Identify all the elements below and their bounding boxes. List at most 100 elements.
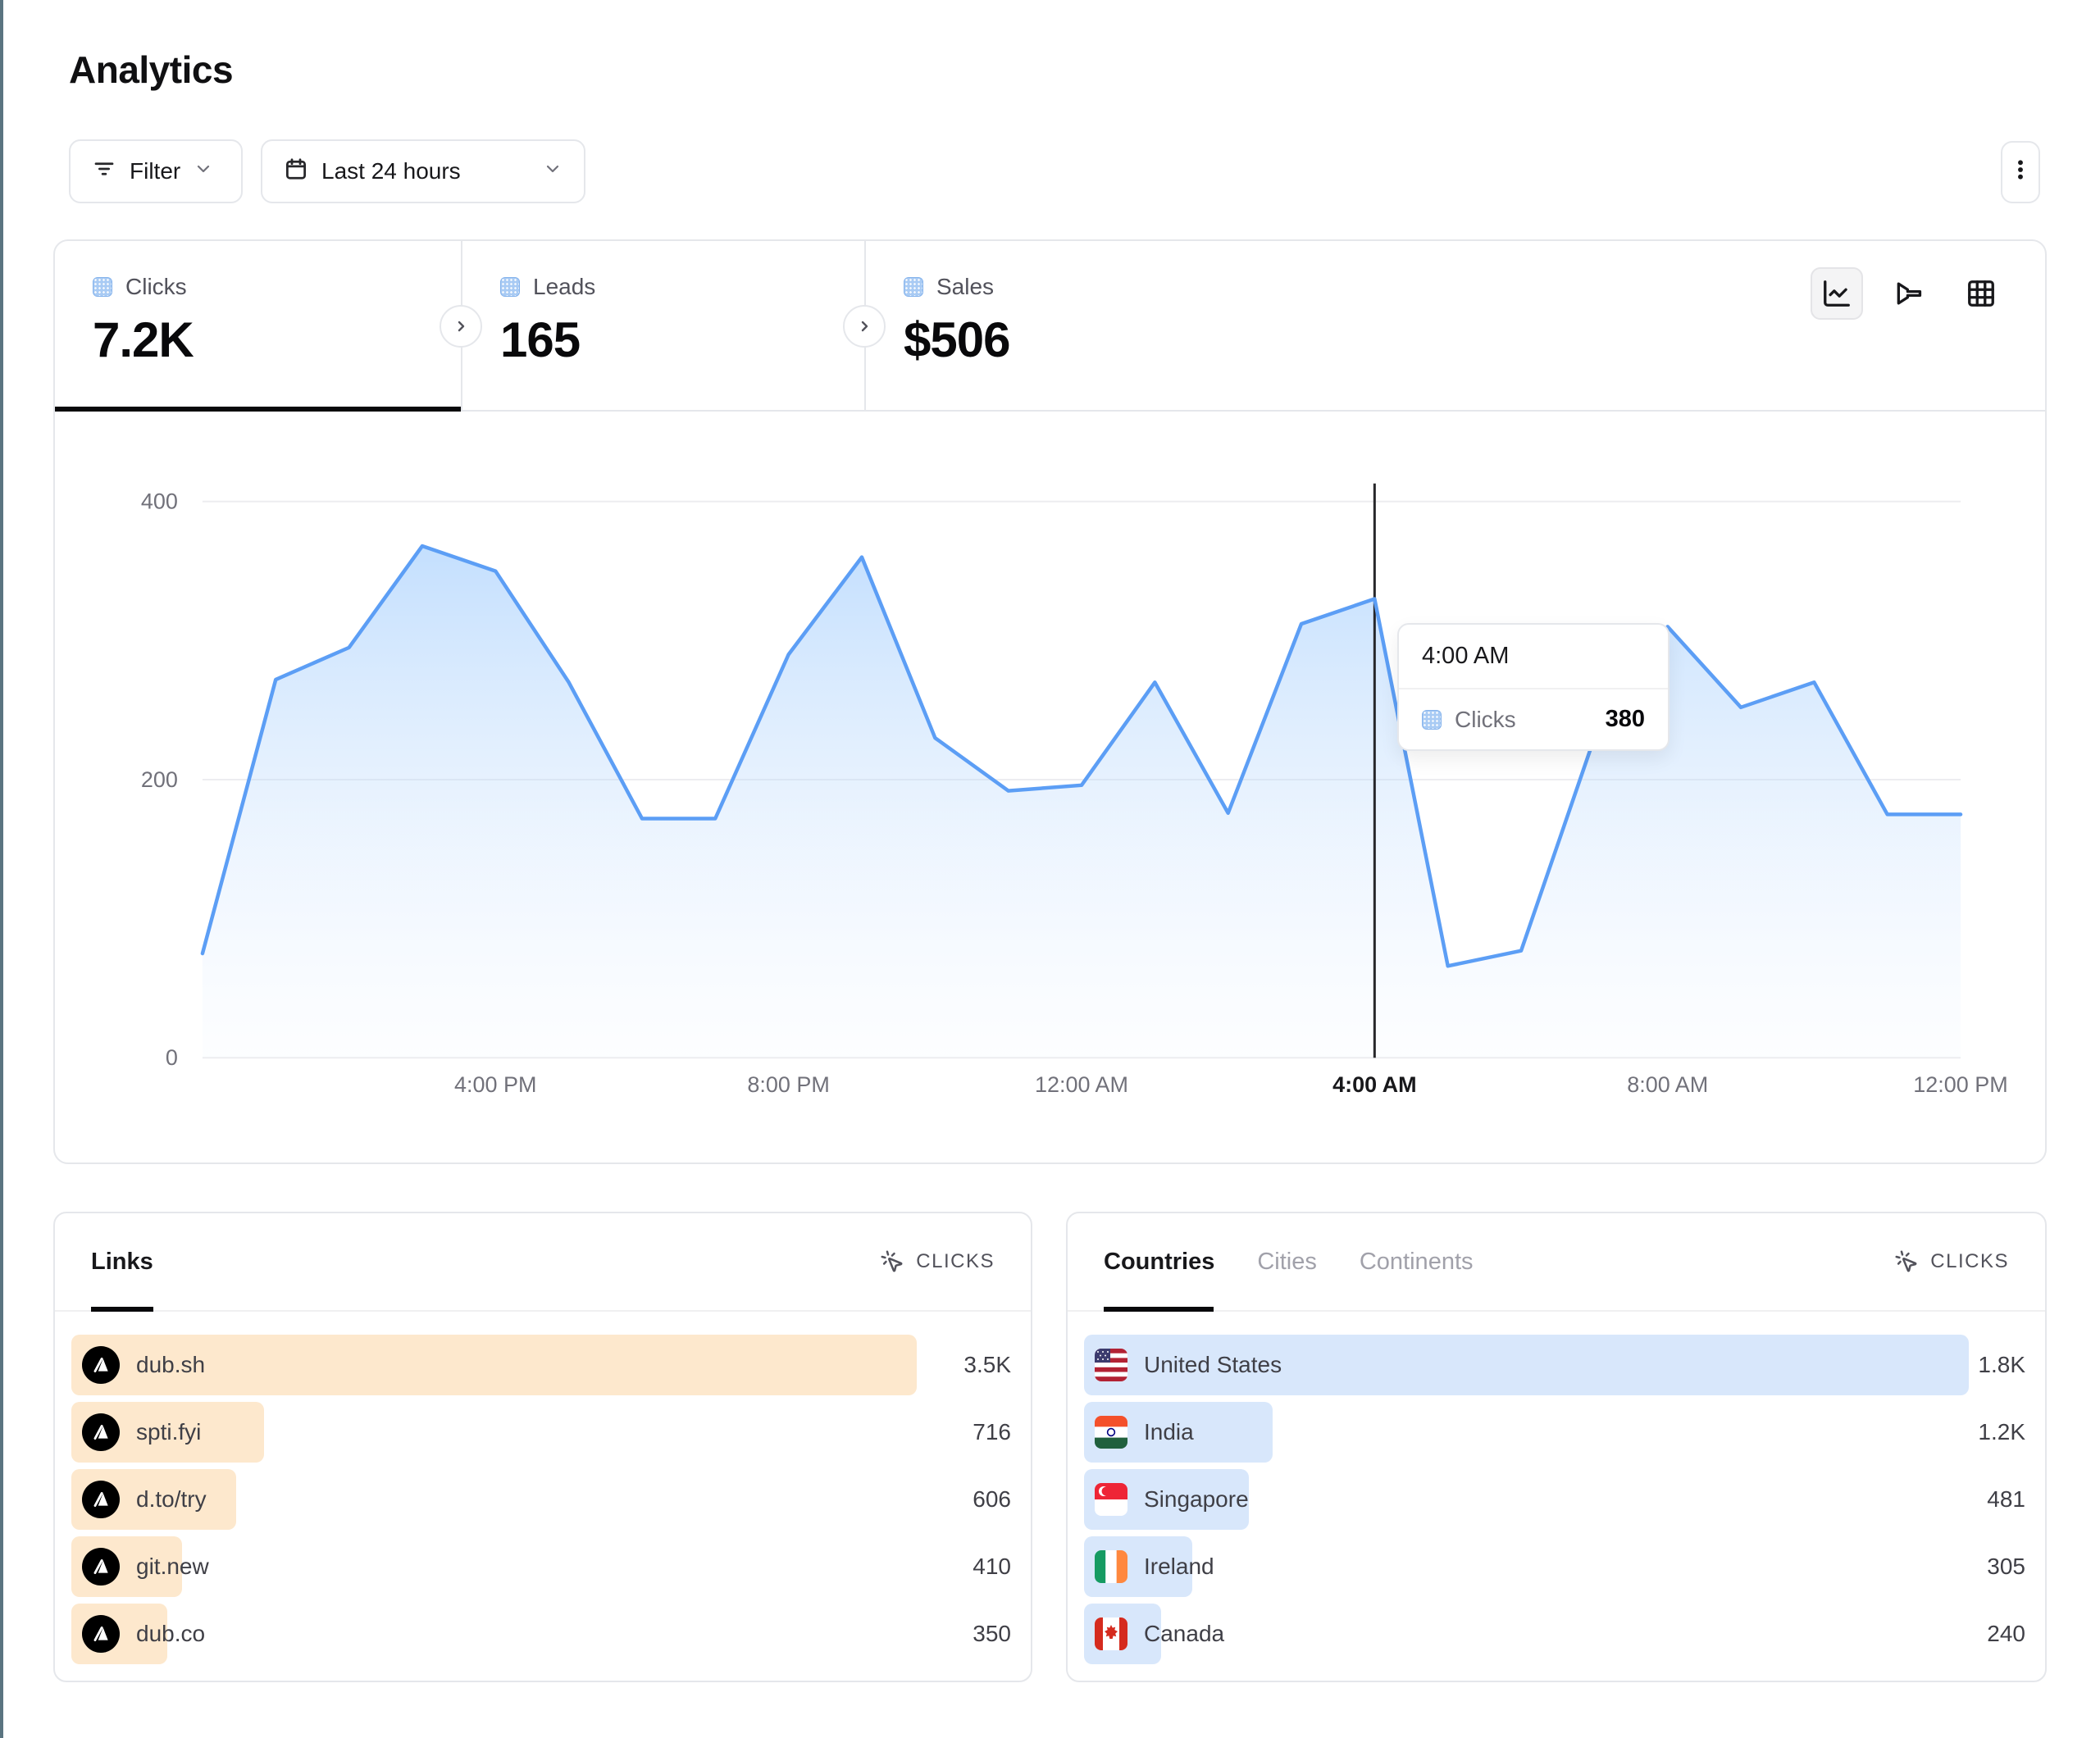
links-panel: Links CLICKS dub.sh 3.5K spti: [53, 1212, 1032, 1682]
x-axis-tick: 12:00 PM: [1913, 1072, 2007, 1097]
tab-clicks[interactable]: Clicks 7.2K: [55, 241, 461, 412]
country-clicks-value: 305: [1987, 1554, 2025, 1579]
flag-ireland-icon: [1095, 1550, 1127, 1583]
date-range-label: Last 24 hours: [321, 158, 461, 184]
country-clicks-value: 481: [1987, 1486, 2025, 1512]
tooltip-time: 4:00 AM: [1399, 625, 1668, 689]
leads-legend-square-icon: [500, 277, 520, 297]
chart-canvas: 0 200 400 4:00 PM 8:00 PM 12:00 AM 4:00 …: [141, 483, 2008, 1097]
tooltip-series-label: Clicks: [1455, 706, 1516, 732]
filter-icon: [92, 157, 116, 187]
filter-button-label: Filter: [130, 158, 181, 184]
link-row[interactable]: dub.co 350: [71, 1604, 1011, 1664]
sales-tab-label: Sales: [936, 274, 995, 299]
link-label: dub.co: [136, 1621, 206, 1646]
page-title: Analytics: [69, 48, 234, 91]
tab-countries[interactable]: Countries: [1104, 1248, 1215, 1275]
chevron-right-icon: [861, 321, 868, 332]
analytics-card: Clicks 7.2K Leads 165 Sales $506: [53, 239, 2047, 1164]
calendar-icon: [284, 157, 308, 187]
link-label: d.to/try: [136, 1486, 207, 1512]
date-range-button[interactable]: Last 24 hours: [261, 139, 585, 203]
tooltip-series-value: 380: [1605, 706, 1645, 732]
leads-tab-label: Leads: [533, 274, 596, 299]
link-row[interactable]: d.to/try 606: [71, 1469, 1011, 1530]
links-metric-label: CLICKS: [916, 1250, 995, 1272]
area-fill: [202, 546, 1961, 1058]
table-view-button[interactable]: [1955, 267, 2007, 320]
y-axis-tick: 0: [166, 1045, 178, 1070]
dub-logo-icon: [82, 1548, 120, 1586]
country-label: Canada: [1144, 1621, 1225, 1646]
links-panel-header: Links CLICKS: [55, 1213, 1031, 1312]
countries-metric-label: CLICKS: [1930, 1250, 2009, 1272]
y-axis-tick: 400: [141, 489, 178, 514]
flag-india-icon: [1095, 1416, 1127, 1449]
funnel-view-button[interactable]: [1883, 267, 1935, 320]
chart-tooltip: 4:00 AM Clicks 380: [1397, 623, 1670, 751]
table-grid-icon: [1968, 280, 1994, 307]
countries-metric-selector[interactable]: CLICKS: [1894, 1249, 2009, 1274]
country-row[interactable]: United States 1.8K: [1084, 1335, 2025, 1395]
x-axis-tick: 12:00 AM: [1035, 1072, 1128, 1097]
links-metric-selector[interactable]: CLICKS: [880, 1249, 995, 1274]
link-clicks-value: 716: [973, 1419, 1011, 1445]
active-tab-underline: [55, 407, 461, 412]
sales-tab-value: $506: [904, 312, 1010, 367]
link-clicks-value: 3.5K: [963, 1352, 1011, 1377]
sales-legend-square-icon: [904, 277, 923, 297]
country-label: United States: [1144, 1352, 1282, 1377]
clicks-legend-square-icon: [93, 277, 112, 297]
countries-list: United States 1.8K India 1.2K: [1068, 1312, 2045, 1664]
links-list: dub.sh 3.5K spti.fyi 716 d.to/try 606: [55, 1312, 1031, 1664]
countries-tab-underline: [1104, 1307, 1214, 1312]
filter-button[interactable]: Filter: [69, 139, 243, 203]
country-row[interactable]: India 1.2K: [1084, 1402, 2025, 1463]
clicks-tab-value: 7.2K: [93, 312, 194, 367]
flag-singapore-icon: [1095, 1483, 1127, 1516]
cursor-click-icon: [1895, 1250, 1917, 1272]
line-chart-icon: [1824, 280, 1850, 307]
country-clicks-value: 1.8K: [1978, 1352, 2025, 1377]
dub-logo-icon: [82, 1413, 120, 1451]
chart-view-switcher: [1811, 267, 2007, 320]
link-row[interactable]: dub.sh 3.5K: [71, 1335, 1011, 1395]
country-label: Singapore: [1144, 1486, 1249, 1512]
clicks-time-series-chart[interactable]: 0 200 400 4:00 PM 8:00 PM 12:00 AM 4:00 …: [55, 412, 2045, 1162]
country-label: Ireland: [1144, 1554, 1214, 1579]
country-row[interactable]: Ireland 305: [1084, 1536, 2025, 1597]
expand-leads-chevron-button[interactable]: [843, 305, 886, 348]
y-axis-tick: 200: [141, 767, 178, 792]
x-axis-tick: 4:00 PM: [454, 1072, 536, 1097]
tab-sales[interactable]: Sales $506: [864, 241, 2045, 410]
funnel-icon: [1897, 282, 1922, 305]
flag-canada-icon: [1095, 1617, 1127, 1650]
link-row[interactable]: git.new 410: [71, 1536, 1011, 1597]
link-clicks-value: 606: [973, 1486, 1011, 1512]
more-menu-button[interactable]: [2001, 141, 2040, 203]
chevron-right-icon: [458, 321, 465, 332]
line-chart-view-button[interactable]: [1811, 267, 1863, 320]
expand-clicks-chevron-button[interactable]: [440, 305, 482, 348]
tooltip-series-square-icon: [1422, 709, 1442, 730]
tab-cities[interactable]: Cities: [1257, 1248, 1317, 1275]
dub-logo-icon: [82, 1615, 120, 1653]
x-axis-tick: 8:00 AM: [1627, 1072, 1708, 1097]
clicks-series-line: [200, 544, 1963, 968]
tab-links[interactable]: Links: [91, 1248, 153, 1275]
tab-leads[interactable]: Leads 165: [461, 241, 864, 410]
links-tab-underline: [91, 1307, 153, 1312]
clicks-tab-label: Clicks: [125, 274, 187, 299]
chevron-down-icon: [543, 158, 563, 184]
country-row[interactable]: Canada 240: [1084, 1604, 2025, 1664]
window-left-edge: [0, 0, 3, 1738]
country-row[interactable]: Singapore 481: [1084, 1469, 2025, 1530]
country-clicks-value: 240: [1987, 1621, 2025, 1646]
x-axis-tick: 8:00 PM: [747, 1072, 829, 1097]
link-label: spti.fyi: [136, 1419, 202, 1445]
link-label: git.new: [136, 1554, 209, 1579]
chevron-down-icon: [194, 158, 213, 184]
link-row[interactable]: spti.fyi 716: [71, 1402, 1011, 1463]
tab-continents[interactable]: Continents: [1359, 1248, 1474, 1275]
metric-tabs: Clicks 7.2K Leads 165 Sales $506: [55, 241, 2045, 412]
